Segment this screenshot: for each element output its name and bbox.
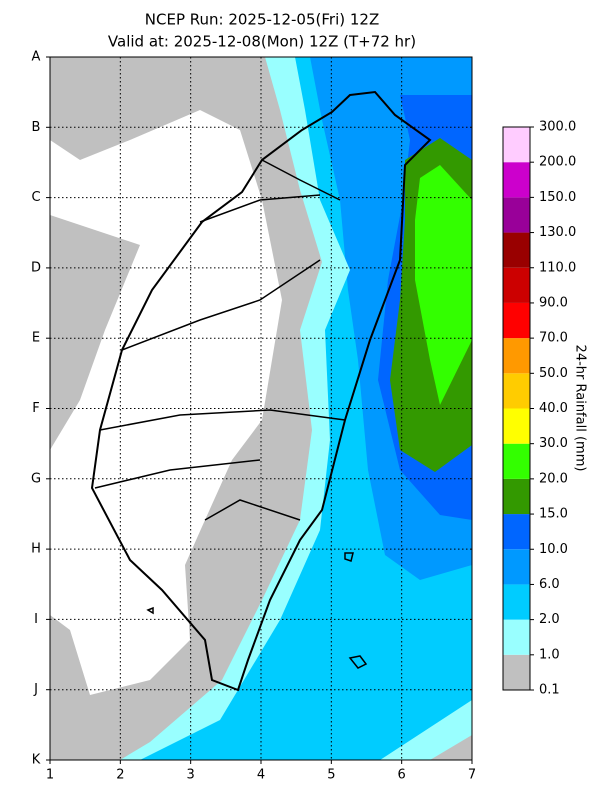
colorbar-tick-label: 300.0	[539, 120, 576, 135]
colorbar-tick-label: 110.0	[539, 260, 576, 275]
colorbar-tick-label: 150.0	[539, 190, 576, 205]
chart-subtitle: Valid at: 2025-12-08(Mon) 12Z (T+72 hr)	[108, 33, 416, 51]
colorbar-tick-label: 2.0	[539, 612, 560, 627]
field-0-1-south	[430, 735, 472, 760]
y-tick-label: I	[34, 612, 38, 627]
colorbar-tick-label: 0.1	[539, 683, 560, 698]
y-tick-label: G	[31, 471, 41, 486]
colorbar-tick-label: 10.0	[539, 542, 568, 557]
colorbar-tick-label: 70.0	[539, 331, 568, 346]
colorbar-cell	[503, 162, 530, 198]
x-tick-label: 4	[257, 768, 265, 783]
x-tick-label: 3	[187, 768, 195, 783]
colorbar-cell	[503, 584, 530, 620]
colorbar-cell	[503, 373, 530, 409]
colorbar-tick-label: 50.0	[539, 366, 568, 381]
colorbar-tick-label: 90.0	[539, 295, 568, 310]
colorbar-cell	[503, 127, 530, 163]
y-tick-label: C	[31, 190, 40, 205]
y-tick-label: J	[33, 682, 38, 697]
colorbar-cell	[503, 654, 530, 690]
taiwan-outline	[90, 90, 432, 692]
colorbar-cell	[503, 197, 530, 233]
y-tick-label: E	[32, 331, 40, 346]
chart-title: NCEP Run: 2025-12-05(Fri) 12Z	[145, 11, 379, 29]
colorbar-cell	[503, 514, 530, 550]
colorbar-tick-label: 6.0	[539, 577, 560, 592]
y-tick-label: A	[32, 50, 41, 65]
islands	[146, 552, 368, 669]
coastline	[90, 90, 432, 692]
x-tick-label: 7	[468, 768, 476, 783]
y-tick-label: F	[32, 401, 39, 416]
colorbar-tick-label: 30.0	[539, 436, 568, 451]
colorbar-cell	[503, 549, 530, 585]
x-tick-label: 5	[327, 768, 335, 783]
field-20-30	[415, 165, 472, 405]
colorbar-cell	[503, 478, 530, 515]
colorbar-cell	[503, 302, 530, 339]
y-tick-label: H	[31, 542, 41, 557]
colorbar-tick-label: 1.0	[539, 647, 560, 662]
colorbar-tick-label: 130.0	[539, 225, 576, 240]
y-tick-label: B	[32, 120, 41, 135]
colorbar-cell	[503, 232, 530, 268]
y-tick-label: D	[31, 260, 41, 275]
colorbar-tick-label: 20.0	[539, 471, 568, 486]
colorbar-tick-label: 15.0	[539, 507, 568, 522]
colorbar-tick-label: 40.0	[539, 401, 568, 416]
y-tick-label: K	[32, 753, 41, 768]
x-tick-label: 2	[116, 768, 124, 783]
colorbar-cell	[503, 408, 530, 444]
colorbar-cell	[503, 338, 530, 374]
field-none	[50, 110, 282, 695]
colorbar-tick-label: 200.0	[539, 155, 576, 170]
x-tick-label: 1	[46, 768, 54, 783]
field-1-2-south	[380, 700, 472, 760]
colorbar-cell	[503, 267, 530, 303]
colorbar-cell	[503, 443, 530, 479]
colorbar-cell	[503, 619, 530, 655]
colorbar-label: 24-hr Rainfall (mm)	[573, 345, 588, 472]
county-borders	[94, 159, 346, 521]
x-tick-label: 6	[398, 768, 406, 783]
